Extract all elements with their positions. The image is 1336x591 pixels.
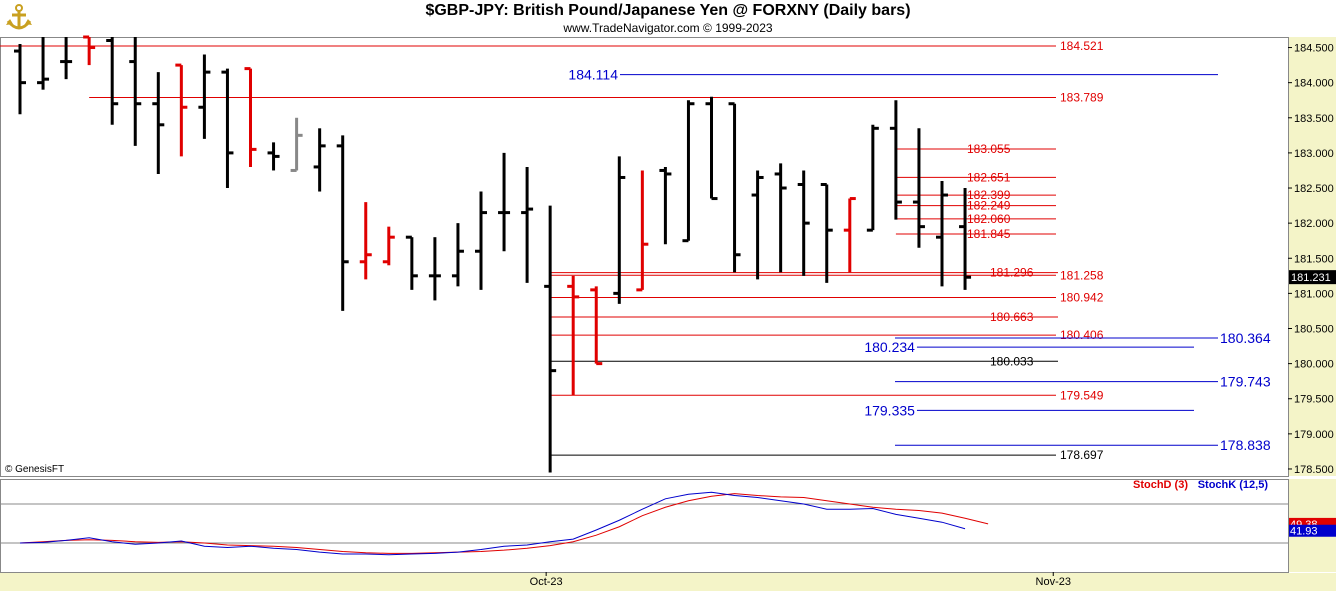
stochd-line — [19, 493, 989, 554]
price-bar — [912, 128, 925, 248]
level-label: 181.845 — [967, 227, 1011, 241]
level-label: 182.249 — [967, 199, 1011, 213]
level-label: 180.406 — [1060, 328, 1104, 342]
y-tick-label: 182.000 — [1294, 218, 1334, 230]
price-bar — [428, 237, 441, 301]
level-label: 180.033 — [990, 354, 1034, 368]
price-bar — [175, 63, 188, 157]
price-bar — [751, 170, 764, 280]
last-price-label: 181.231 — [1291, 272, 1331, 284]
anchor-logo — [4, 3, 34, 33]
price-bar — [60, 37, 73, 80]
stochk-line — [19, 491, 966, 556]
price-bar — [636, 170, 649, 292]
price-bar — [313, 128, 326, 192]
price-bar — [959, 188, 972, 290]
price-bar — [129, 37, 142, 146]
price-bar — [382, 226, 395, 266]
y-tick-label: 180.000 — [1294, 359, 1334, 371]
y-tick-label: 183.500 — [1294, 113, 1334, 125]
price-bar — [152, 72, 165, 174]
price-bar — [451, 223, 464, 287]
y-tick-label: 179.500 — [1294, 394, 1334, 406]
stochk-value: 41.93 — [1290, 526, 1318, 538]
level-label: 184.521 — [1060, 39, 1104, 53]
level-label: 180.663 — [990, 310, 1034, 324]
price-bar — [820, 183, 833, 283]
price-bar — [889, 100, 902, 220]
y-tick-label: 184.500 — [1294, 43, 1334, 55]
level-label: 182.060 — [967, 212, 1011, 226]
price-bar — [544, 205, 557, 473]
level-label: 181.258 — [1060, 268, 1104, 282]
y-tick-label: 180.500 — [1294, 323, 1334, 335]
y-tick-label: 181.500 — [1294, 253, 1334, 265]
level-label: 178.838 — [1220, 437, 1271, 453]
price-bar — [106, 37, 119, 125]
price-bar — [14, 44, 26, 115]
price-bar — [267, 142, 280, 171]
price-bar — [682, 100, 695, 243]
level-label: 183.055 — [967, 142, 1011, 156]
price-panel — [0, 37, 1289, 477]
watermark: © GenesisFT — [5, 464, 64, 475]
level-label: 179.549 — [1060, 388, 1104, 402]
price-bar — [83, 35, 96, 66]
stochk-value-box — [1289, 524, 1336, 537]
price-bar — [475, 191, 487, 290]
price-bar — [774, 163, 787, 273]
level-label: 182.651 — [967, 170, 1011, 184]
price-bar — [498, 152, 511, 252]
stoch-panel — [0, 479, 1289, 573]
chart-title: $GBP-JPY: British Pound/Japanese Yen @ F… — [425, 2, 911, 19]
price-bar — [797, 170, 810, 276]
price-bar — [728, 102, 741, 273]
last-price-box — [1289, 270, 1336, 285]
price-bar — [37, 37, 50, 90]
legend-stochd: StochD (3) — [1133, 479, 1188, 491]
price-bar — [705, 96, 718, 201]
price-bar — [521, 166, 534, 283]
price-bar — [359, 202, 372, 280]
level-label: 181.296 — [990, 266, 1034, 280]
y-tick-label: 179.000 — [1294, 429, 1334, 441]
level-label: 180.942 — [1060, 290, 1104, 304]
price-bar — [198, 54, 211, 139]
y-tick-label: 183.000 — [1294, 148, 1334, 160]
price-bar — [290, 117, 303, 172]
y-tick-label: 182.500 — [1294, 183, 1334, 195]
price-bar — [843, 197, 856, 273]
price-axis — [1289, 37, 1336, 476]
price-bar — [866, 124, 879, 232]
level-label: 179.335 — [864, 402, 915, 418]
x-tick-label: Nov-23 — [1036, 576, 1071, 588]
price-bar — [590, 286, 603, 366]
level-label: 184.114 — [568, 67, 618, 83]
price-bar — [405, 235, 418, 290]
price-bar — [221, 68, 234, 189]
x-tick-label: Oct-23 — [530, 576, 563, 588]
price-bar — [613, 156, 626, 304]
level-label: 182.399 — [967, 188, 1011, 202]
y-tick-label: 178.500 — [1294, 464, 1334, 476]
level-label: 178.697 — [1060, 448, 1104, 462]
price-bar — [244, 67, 257, 167]
y-tick-label: 181.000 — [1294, 288, 1334, 300]
chart-subtitle: www.TradeNavigator.com © 1999-2023 — [563, 21, 773, 35]
legend-stochk: StochK (12,5) — [1198, 479, 1269, 491]
level-label: 183.789 — [1060, 90, 1104, 104]
price-bar — [336, 135, 349, 311]
level-label: 180.364 — [1220, 330, 1271, 346]
price-bar — [659, 166, 672, 245]
date-axis — [0, 573, 1336, 591]
price-bar — [936, 180, 948, 287]
level-label: 180.234 — [864, 339, 915, 355]
price-bar — [567, 275, 580, 396]
level-label: 179.743 — [1220, 374, 1271, 390]
y-tick-label: 184.000 — [1294, 78, 1334, 90]
